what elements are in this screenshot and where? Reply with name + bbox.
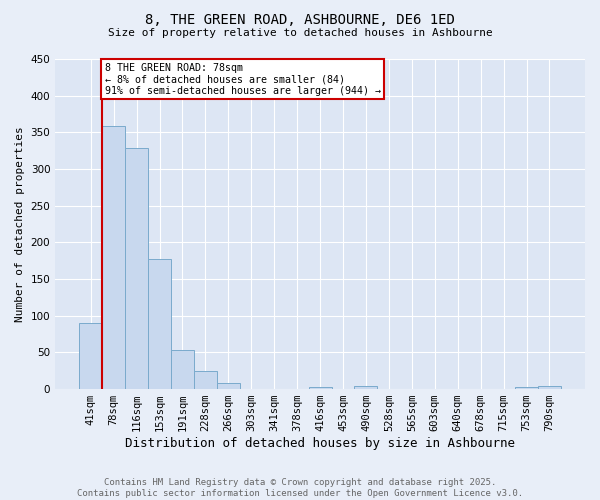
Bar xyxy=(217,383,240,389)
Bar xyxy=(102,126,125,389)
Bar xyxy=(171,350,194,389)
Bar xyxy=(515,387,538,389)
Bar xyxy=(355,386,377,389)
Bar xyxy=(308,387,332,389)
Text: 8, THE GREEN ROAD, ASHBOURNE, DE6 1ED: 8, THE GREEN ROAD, ASHBOURNE, DE6 1ED xyxy=(145,12,455,26)
X-axis label: Distribution of detached houses by size in Ashbourne: Distribution of detached houses by size … xyxy=(125,437,515,450)
Bar xyxy=(194,370,217,389)
Text: Size of property relative to detached houses in Ashbourne: Size of property relative to detached ho… xyxy=(107,28,493,38)
Bar xyxy=(538,386,561,389)
Bar xyxy=(79,323,102,389)
Bar xyxy=(148,258,171,389)
Y-axis label: Number of detached properties: Number of detached properties xyxy=(15,126,25,322)
Bar xyxy=(125,148,148,389)
Text: Contains HM Land Registry data © Crown copyright and database right 2025.
Contai: Contains HM Land Registry data © Crown c… xyxy=(77,478,523,498)
Text: 8 THE GREEN ROAD: 78sqm
← 8% of detached houses are smaller (84)
91% of semi-det: 8 THE GREEN ROAD: 78sqm ← 8% of detached… xyxy=(105,62,381,96)
